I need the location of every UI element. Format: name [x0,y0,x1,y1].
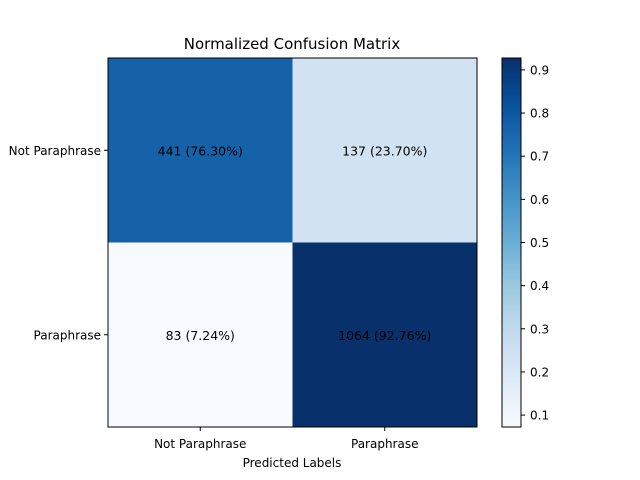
colorbar-tick-label: 0.4 [530,279,549,293]
y-axis-ticks: Not Paraphrase Paraphrase [9,144,108,342]
heatmap-cell [108,58,293,243]
chart-title: Normalized Confusion Matrix [184,35,401,53]
colorbar-ticks: 0.1 0.2 0.3 0.4 0.5 0.6 0.7 0.8 0.9 [521,63,549,423]
cell-label: 83 (7.24%) [166,328,235,343]
cell-label: 441 (76.30%) [158,143,243,158]
y-tick-label: Not Paraphrase [9,144,101,158]
cell-label: 137 (23.70%) [342,143,427,158]
colorbar-tick-label: 0.3 [530,322,549,336]
colorbar-tick-label: 0.2 [530,365,549,379]
x-tick-label: Paraphrase [351,437,418,451]
x-axis-ticks: Not Paraphrase Paraphrase [154,427,418,451]
colorbar-tick-label: 0.1 [530,409,549,423]
colorbar-tick-label: 0.9 [530,63,549,77]
plot-frame [107,57,478,428]
y-tick-label: Paraphrase [34,328,101,342]
heatmap-cell [292,242,478,428]
heatmap-cell [108,242,293,428]
heatmap-cell-labels: 441 (76.30%) 137 (23.70%) 83 (7.24%) 1064 (… [158,143,432,343]
colorbar [501,57,522,428]
heatmap-cell [292,58,478,243]
x-tick-label: Not Paraphrase [154,437,246,451]
x-axis-label: Predicted Labels [243,456,342,470]
colorbar-tick-label: 0.7 [530,150,549,164]
colorbar-tick-label: 0.5 [530,236,549,250]
colorbar-tick-label: 0.8 [530,107,549,121]
cell-label: 1064 (92.76%) [338,328,431,343]
heatmap-cells [108,58,478,428]
colorbar-tick-label: 0.6 [530,193,549,207]
